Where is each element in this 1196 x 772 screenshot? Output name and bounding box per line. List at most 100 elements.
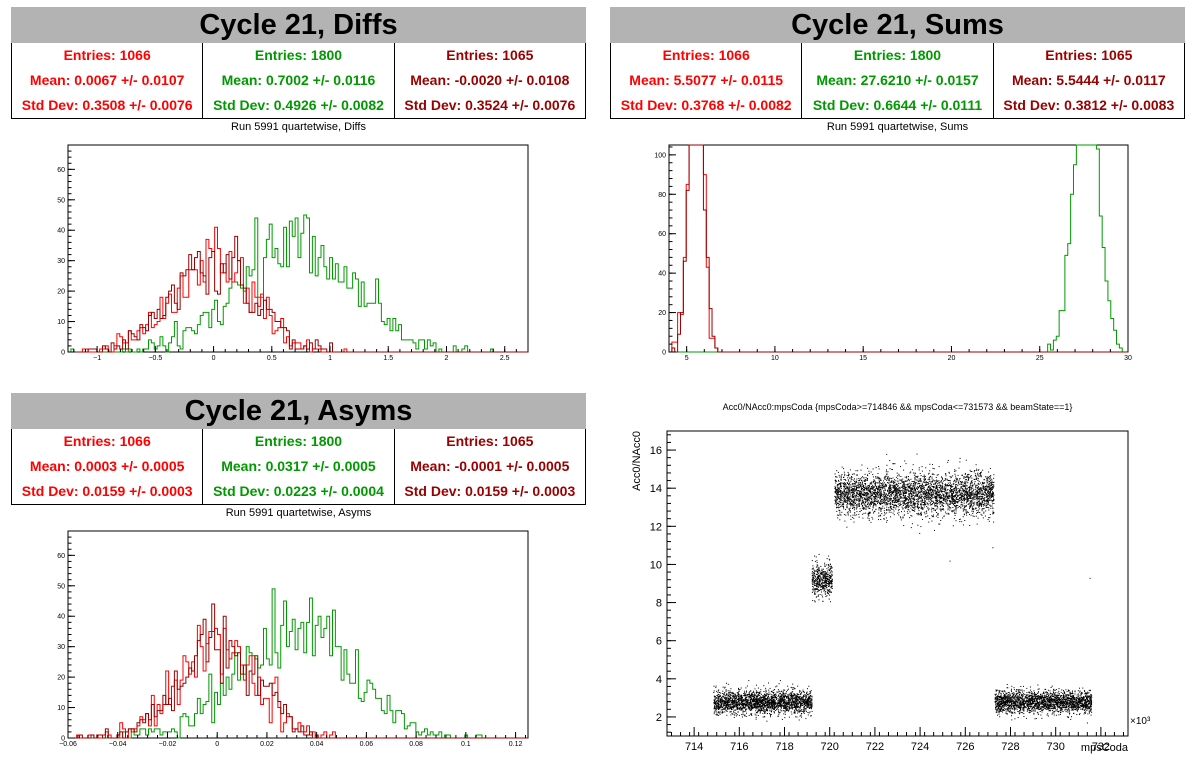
scatter-point — [823, 571, 825, 573]
scatter-point — [812, 580, 814, 581]
scatter-point — [811, 575, 813, 577]
y-tick-label: 60 — [57, 553, 65, 560]
scatter-point — [933, 489, 935, 491]
scatter-point — [993, 521, 995, 523]
scatter-point — [803, 691, 805, 693]
scatter-point — [829, 577, 830, 579]
scatter-point — [874, 493, 875, 495]
scatter-point — [831, 591, 832, 593]
scatter-point — [724, 697, 726, 699]
scatter-point — [992, 503, 994, 505]
scatter-point — [771, 705, 773, 707]
scatter-point — [779, 709, 781, 711]
scatter-point — [943, 488, 945, 490]
scatter-point — [788, 699, 790, 701]
scatter-point — [803, 695, 805, 697]
scatter-point — [724, 700, 726, 702]
scatter-point — [785, 709, 787, 711]
scatter-point — [779, 699, 781, 701]
scatter-point — [847, 495, 848, 497]
scatter-point — [727, 697, 729, 699]
scatter-point — [963, 502, 965, 504]
x-tick-label: 2.5 — [500, 355, 510, 362]
scatter-point — [738, 699, 740, 701]
scatter-point — [984, 489, 986, 491]
scatter-point — [957, 482, 959, 484]
scatter-point — [847, 483, 848, 484]
scatter-point — [937, 513, 939, 515]
scatter-point — [876, 487, 878, 489]
scatter-point — [910, 507, 912, 509]
scatter-point — [790, 705, 792, 707]
scatter-point — [960, 504, 962, 506]
scatter-point — [840, 478, 842, 480]
scatter-point — [951, 497, 953, 499]
scatter-point — [940, 502, 942, 504]
scatter-point — [979, 501, 981, 503]
scatter-point — [774, 694, 776, 696]
scatter-point — [784, 695, 786, 697]
scatter-point — [902, 508, 904, 510]
scatter-point — [726, 698, 728, 700]
scatter-point — [778, 699, 780, 701]
scatter-point — [779, 711, 781, 713]
scatter-point — [840, 496, 842, 498]
scatter-point — [741, 716, 743, 718]
scatter-point — [843, 488, 845, 490]
scatter-point — [784, 698, 786, 700]
scatter-point — [789, 692, 791, 694]
scatter-point — [928, 490, 929, 492]
scatter-point — [763, 685, 765, 687]
sums-panel-title: Cycle 21, Sums — [610, 7, 1185, 43]
scatter-point — [882, 500, 884, 502]
scatter-point — [738, 695, 740, 697]
scatter-point — [916, 453, 918, 455]
scatter-point — [871, 497, 873, 499]
scatter-point — [964, 520, 966, 521]
scatter-point — [987, 506, 989, 508]
scatter-point — [917, 475, 919, 477]
scatter-point — [793, 702, 795, 704]
scatter-point — [931, 485, 933, 487]
scatter-point — [866, 492, 868, 494]
scatter-point — [987, 480, 989, 482]
scatter-point — [810, 705, 812, 707]
scatter-point — [740, 695, 742, 697]
scatter-point — [721, 712, 723, 713]
scatter-point — [986, 487, 988, 489]
y-tick-label: 0 — [61, 350, 65, 357]
scatter-point — [817, 582, 819, 584]
scatter-point — [936, 481, 938, 483]
scatter-point — [714, 705, 716, 707]
scatter-point — [827, 580, 829, 582]
scatter-point — [821, 572, 823, 574]
scatter-point — [851, 499, 853, 501]
scatter-point — [818, 578, 820, 579]
scatter-point — [720, 702, 722, 704]
scatter-point — [760, 709, 761, 711]
scatter-point — [902, 504, 904, 506]
scatter-point — [794, 703, 796, 705]
scatter-point — [837, 517, 839, 519]
scatter-point — [919, 514, 921, 516]
scatter-point — [807, 705, 809, 707]
scatter-point — [905, 506, 906, 508]
scatter-point — [823, 586, 825, 587]
scatter-point — [919, 485, 921, 486]
scatter-point — [895, 476, 897, 478]
scatter-point — [714, 703, 716, 705]
scatter-point — [948, 472, 950, 474]
scatter-point — [910, 488, 912, 490]
scatter-point — [757, 694, 759, 696]
scatter-point — [790, 696, 792, 698]
scatter-point — [881, 493, 883, 495]
scatter-point — [716, 710, 718, 712]
scatter-point — [759, 706, 761, 708]
scatter-point — [769, 698, 771, 700]
scatter-point — [800, 697, 802, 699]
scatter-point — [817, 594, 819, 596]
scatter-point — [778, 683, 780, 685]
scatter-point — [781, 694, 783, 696]
scatter-point — [778, 694, 779, 696]
scatter-point — [965, 512, 967, 514]
